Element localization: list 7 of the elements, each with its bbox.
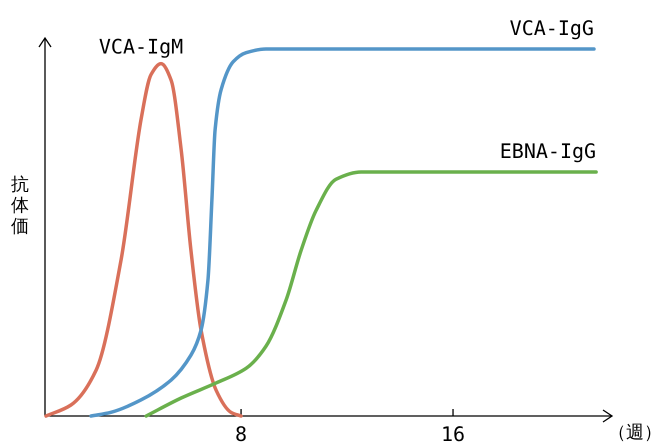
x-tick-label: 16 [440,422,466,446]
x-axis-title: （週） [608,422,662,443]
series-label: VCA-IgG [510,16,594,40]
series-label: VCA-IgM [98,34,184,59]
x-tick-label: 8 [235,422,248,446]
y-axis-title: 抗体価 [11,174,29,237]
series-label: EBNA-IgG [500,138,596,163]
